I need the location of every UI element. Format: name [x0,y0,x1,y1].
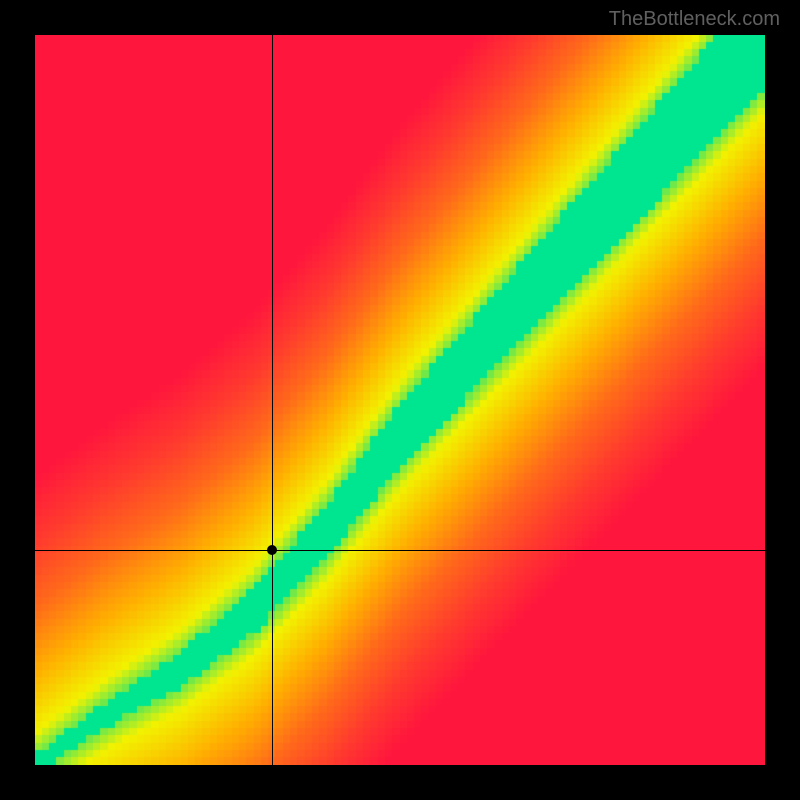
crosshair-horizontal [35,550,765,551]
watermark-text: TheBottleneck.com [609,8,780,31]
crosshair-vertical [272,35,273,765]
selection-marker-dot [267,545,277,555]
bottleneck-heatmap [35,35,765,765]
figure-container: TheBottleneck.com [0,0,800,800]
plot-frame [35,35,765,765]
